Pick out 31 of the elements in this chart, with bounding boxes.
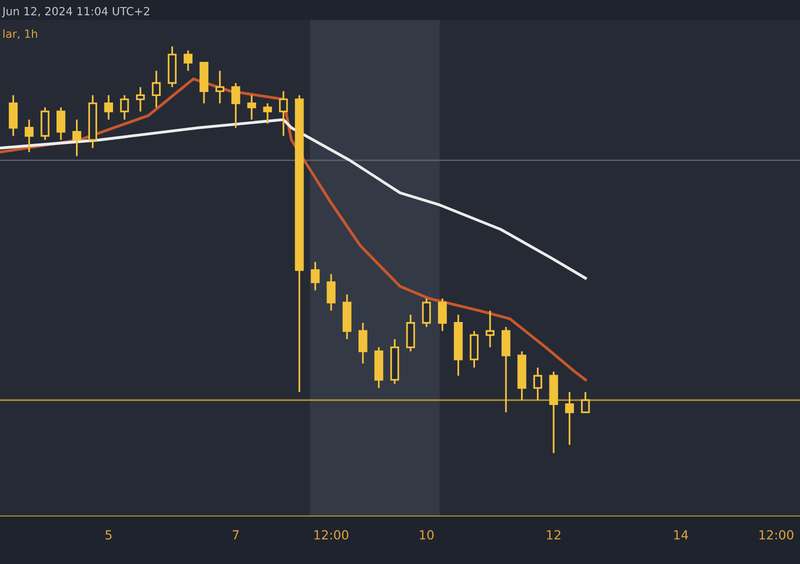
candlestick <box>56 106 66 141</box>
text: lar, 1h <box>3 29 38 40</box>
x-tick-label: 12:00 <box>760 530 794 540</box>
candlestick <box>326 273 336 312</box>
candlestick <box>581 391 590 414</box>
candlestick <box>215 70 224 104</box>
candlestick <box>152 70 161 108</box>
candlestick <box>422 298 431 328</box>
candlestick <box>104 94 114 120</box>
candlestick <box>263 102 272 125</box>
candlestick <box>310 261 320 292</box>
x-tick-label: 12:00 <box>314 530 348 540</box>
candlestick <box>486 310 494 348</box>
candlestick <box>184 50 192 72</box>
x-tick-label: 7 <box>232 530 239 540</box>
candlestick <box>231 82 240 129</box>
candlestick <box>533 366 542 401</box>
x-tick-label: 12 <box>547 530 560 540</box>
text: Jun 12, 2024 11:04 UTC+2 <box>2 6 150 18</box>
x-tick-label: 5 <box>106 530 112 540</box>
candlestick <box>565 391 574 446</box>
candlestick <box>247 94 256 120</box>
x-tick-label: 10 <box>420 530 434 540</box>
candlestick <box>120 94 129 120</box>
candlestick <box>279 90 288 137</box>
candlestick <box>24 118 34 153</box>
candlestick <box>136 86 145 112</box>
candlestick <box>358 322 368 364</box>
candlestick <box>438 298 447 332</box>
candlestick <box>72 118 82 158</box>
x-tick-label: 14 <box>674 530 688 540</box>
